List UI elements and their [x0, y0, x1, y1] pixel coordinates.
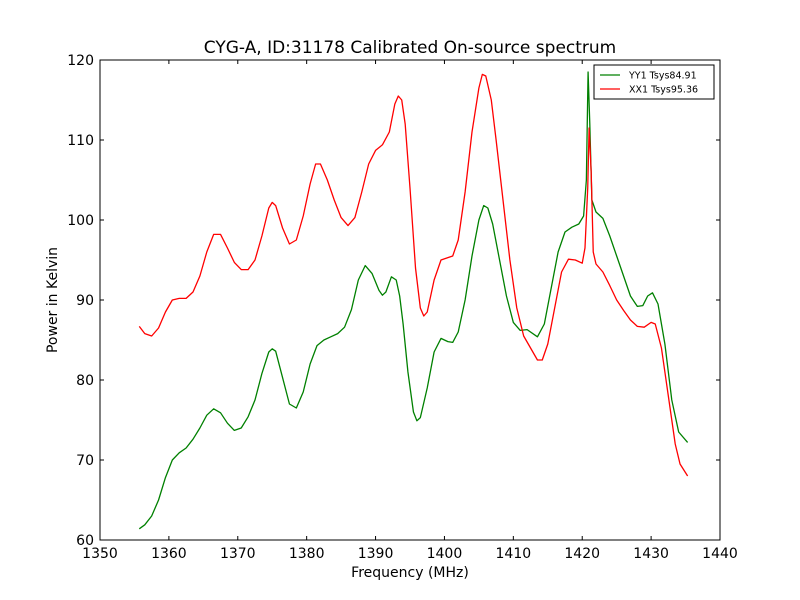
plot-area: 1350 1360 1370 1380 1390 1400 1410 1420 1430 1440… [67, 53, 738, 562]
x-tick-label: 1430 [633, 546, 669, 562]
y-tick-label: 120 [67, 53, 94, 69]
x-tick-label: 1440 [702, 546, 738, 562]
legend-box [593, 64, 715, 100]
series-line-1 [138, 73, 689, 477]
y-tick-label: 110 [67, 133, 94, 149]
x-tick-label: 1390 [358, 546, 394, 562]
chart-title: CYG-A, ID:31178 Calibrated On-source spe… [204, 38, 616, 58]
legend: YY1 Tsys84.91 XX1 Tsys95.36 [593, 64, 715, 100]
x-tick-label: 1350 [82, 546, 118, 562]
y-tick-label: 70 [76, 453, 94, 469]
legend-label-0: YY1 Tsys84.91 [628, 71, 697, 82]
x-tick-label: 1400 [427, 546, 463, 562]
x-tick-label: 1370 [220, 546, 256, 562]
x-tick-label: 1420 [564, 546, 600, 562]
y-axis-label: Power in Kelvin [45, 247, 61, 353]
x-tick-label: 1380 [289, 546, 325, 562]
legend-label-1: XX1 Tsys95.36 [629, 85, 698, 96]
y-tick-label: 90 [76, 293, 94, 309]
x-tick-label: 1360 [151, 546, 187, 562]
y-tick-label: 100 [67, 213, 94, 229]
x-tick-label: 1410 [496, 546, 532, 562]
y-tick-label: 60 [76, 533, 94, 549]
y-tick-label: 80 [76, 373, 94, 389]
x-axis-label: Frequency (MHz) [351, 565, 469, 581]
